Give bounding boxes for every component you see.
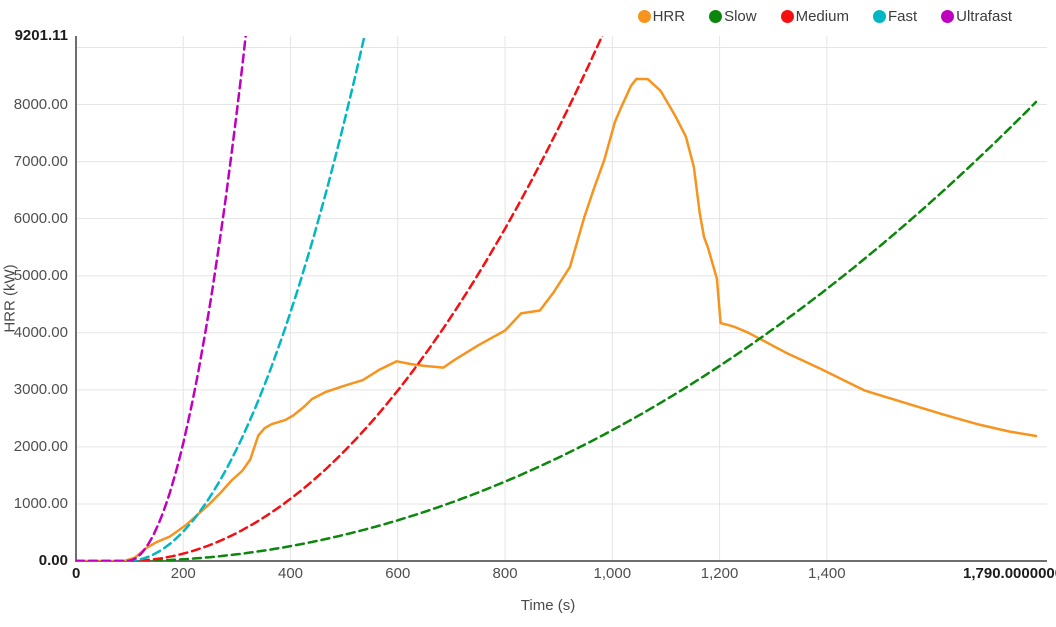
x-axis-max-label: 1,790.0000000 [963,565,1056,582]
legend-marker-icon [709,10,723,23]
legend-marker-icon [780,10,794,23]
x-tick-label: 200 [170,565,196,582]
series-hrr-line [76,77,1038,561]
legend-label: Ultrafast [956,8,1012,25]
x-tick-label: 1,200 [700,565,739,582]
x-tick-label: 400 [278,565,304,582]
legend-label: Slow [724,8,757,25]
x-tick-label: 1,400 [808,565,846,582]
series-fast-line [76,36,366,561]
legend-item-fast[interactable]: Fast [872,8,918,25]
y-tick-label: 1000.00 [13,494,68,512]
legend-marker-icon [872,10,886,23]
y-tick-label: 6000.00 [13,209,68,227]
x-tick-label: 600 [385,565,411,582]
x-axis-origin-label: 0 [72,565,81,582]
y-tick-label: 7000.00 [13,152,68,170]
y-axis-title: HRR (kW) [1,264,19,333]
y-tick-label: 3000.00 [13,380,68,398]
y-tick-label: 8000.00 [13,95,68,113]
series-ultrafast-line [76,36,247,561]
y-tick-label: 5000.00 [13,266,68,284]
series-slow-line [76,100,1038,561]
y-tick-label: 2000.00 [13,437,68,455]
legend-marker-icon [637,10,651,23]
legend-label: Medium [795,8,849,25]
legend-marker-icon [941,10,955,23]
legend-item-ultrafast[interactable]: Ultrafast [941,8,1012,25]
x-axis-title: Time (s) [520,597,576,614]
y-axis-max-label: 9201.11 [14,27,68,44]
legend-item-slow[interactable]: Slow [709,8,757,25]
y-tick-label: 4000.00 [13,323,68,341]
x-tick-label: 1,000 [593,565,632,582]
legend: HRR Slow Medium Fast Ultrafast [637,8,1012,25]
legend-label: HRR [652,8,686,25]
legend-item-hrr[interactable]: HRR [637,8,686,25]
legend-label: Fast [887,8,918,25]
y-axis-zero-label: 0.00 [38,552,68,569]
x-tick-label: 800 [492,565,518,582]
series-medium-line [76,36,604,561]
legend-item-medium[interactable]: Medium [780,8,849,25]
